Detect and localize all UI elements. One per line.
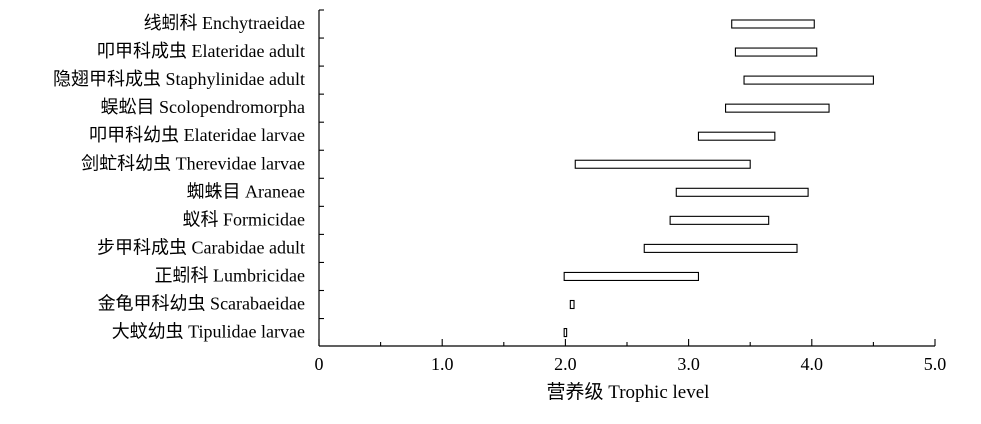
- range-bar: [725, 103, 830, 113]
- x-tick-label: 1.0: [431, 354, 454, 374]
- x-tick-label: 0: [315, 354, 324, 374]
- category-label: 剑虻科幼虫 Therevidae larvae: [81, 153, 305, 173]
- category-label: 叩甲科幼虫 Elateridae larvae: [89, 125, 305, 145]
- category-label: 隐翅甲科成虫 Staphylinidae adult: [53, 69, 305, 89]
- category-label: 线蚓科 Enchytraeidae: [144, 13, 305, 33]
- range-bar: [669, 215, 770, 225]
- range-bar: [563, 271, 700, 282]
- category-label: 正蚓科 Lumbricidae: [155, 265, 305, 285]
- range-bar: [643, 243, 798, 253]
- x-tick-label: 4.0: [801, 354, 824, 374]
- x-tick-label: 3.0: [677, 354, 700, 374]
- range-bar: [743, 75, 874, 85]
- category-label: 叩甲科成虫 Elateridae adult: [97, 41, 305, 61]
- x-tick-label: 5.0: [924, 354, 947, 374]
- category-label: 蚁科 Formicidae: [183, 209, 305, 229]
- plot-area: 0 1.0 2.0 3.0 4.0 5.0 线蚓科 Enchytraeidae 叩甲科成虫 E…: [53, 9, 947, 374]
- range-bar: [675, 187, 809, 197]
- range-bar: [569, 299, 575, 310]
- category-label: 大蚊幼虫 Tipulidae larvae: [112, 322, 305, 342]
- range-bar: [731, 19, 815, 29]
- range-bar: [563, 327, 568, 338]
- x-axis-title: 营养级 Trophic level: [547, 381, 710, 403]
- category-label: 蜘蛛目 Araneae: [187, 181, 305, 201]
- category-label: 步甲科成虫 Carabidae adult: [97, 237, 305, 257]
- range-bar: [574, 159, 751, 169]
- x-tick-label: 2.0: [554, 354, 577, 374]
- category-label: 蜈蚣目 Scolopendromorpha: [101, 97, 305, 117]
- category-label: 金龟甲科幼虫 Scarabaeidae: [98, 294, 305, 314]
- range-bar: [734, 47, 818, 57]
- range-bar: [697, 131, 776, 141]
